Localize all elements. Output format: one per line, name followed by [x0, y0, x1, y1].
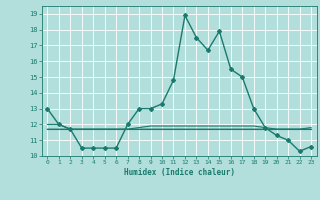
X-axis label: Humidex (Indice chaleur): Humidex (Indice chaleur): [124, 168, 235, 177]
